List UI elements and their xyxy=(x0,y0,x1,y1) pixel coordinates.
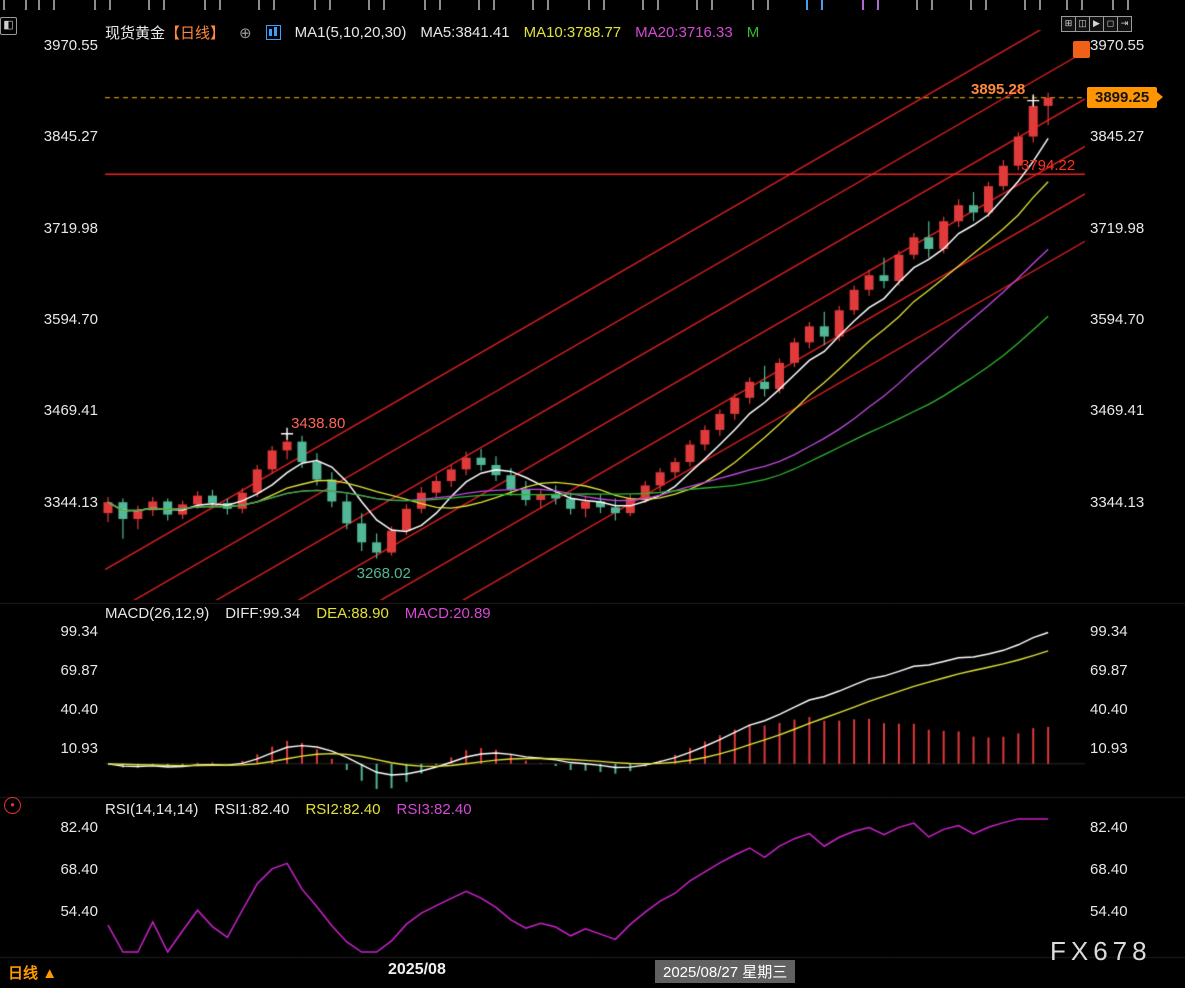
symbol-name: 现货黄金 xyxy=(105,25,166,42)
page-title: 现货黄金【日线】 xyxy=(105,22,225,43)
local-low-label: 3268.02 xyxy=(356,565,411,583)
ma20-value: MA20:3716.33 xyxy=(635,24,733,41)
axis-label: 3845.27 xyxy=(43,128,98,146)
timeframe-label: 日线 xyxy=(8,965,39,982)
grid-layout-icon[interactable]: ⊞ xyxy=(1061,16,1076,32)
axis-label: 69.87 xyxy=(60,662,98,680)
toolbar-icon[interactable] xyxy=(1112,0,1129,10)
macd-header: MACD(26,12,9) DIFF:99.34 DEA:88.90 MACD:… xyxy=(105,605,491,622)
dea-value: DEA:88.90 xyxy=(316,605,389,622)
toolbar-icon[interactable] xyxy=(314,0,331,10)
expand-icon[interactable]: ⊕ xyxy=(239,24,252,42)
axis-label: 68.40 xyxy=(1090,861,1128,879)
axis-label: 3344.13 xyxy=(43,493,98,511)
axis-label: 10.93 xyxy=(60,740,98,758)
toolbar-icon[interactable] xyxy=(696,0,713,10)
watermark: FX678 xyxy=(1050,936,1152,966)
target-icon[interactable]: ● xyxy=(4,797,21,814)
play-icon[interactable]: ▶ xyxy=(1089,16,1104,32)
toolbar-icon[interactable] xyxy=(478,0,495,10)
collapse-panel-icon[interactable]: ◧ xyxy=(0,17,17,35)
toolbar-icon[interactable] xyxy=(752,0,769,10)
ma5-value: MA5:3841.41 xyxy=(420,24,510,41)
axis-label: 82.40 xyxy=(60,819,98,837)
axis-label: 3469.41 xyxy=(43,402,98,420)
toolbar-icon[interactable] xyxy=(148,0,165,10)
axis-label: 3594.70 xyxy=(1090,310,1145,328)
toolbar-icon[interactable] xyxy=(806,0,823,10)
rsi3-value: RSI3:82.40 xyxy=(396,801,472,818)
split-pane-icon[interactable]: ◫ xyxy=(1075,16,1090,32)
ma-group-label: MA1(5,10,20,30) xyxy=(294,24,407,41)
axis-label: 3344.13 xyxy=(1090,493,1145,511)
axis-label: 54.40 xyxy=(60,902,98,920)
next-pane-icon[interactable]: ⇥ xyxy=(1117,16,1132,32)
axis-label: 3719.98 xyxy=(43,219,98,237)
toolbar-icon[interactable] xyxy=(862,0,879,10)
toolbar-icon[interactable] xyxy=(1024,0,1041,10)
axis-label: 3970.55 xyxy=(43,36,98,54)
rsi-header: RSI(14,14,14) RSI1:82.40 RSI2:82.40 RSI3… xyxy=(105,801,472,818)
diff-value: DIFF:99.34 xyxy=(225,605,301,622)
axis-label: 99.34 xyxy=(1090,623,1128,641)
macd-value: MACD:20.89 xyxy=(404,605,491,622)
month-axis-label: 2025/08 xyxy=(388,961,446,978)
last-price-tag: 3899.25 xyxy=(1087,86,1164,108)
chart-type-icon[interactable] xyxy=(265,25,281,40)
local-high-label: 3438.80 xyxy=(291,414,346,432)
ma30-value: M xyxy=(746,24,760,41)
axis-label: 10.93 xyxy=(1090,740,1128,758)
axis-label: 68.40 xyxy=(60,861,98,879)
axis-label: 99.34 xyxy=(60,623,98,641)
toolbar-icon[interactable] xyxy=(642,0,659,10)
axis-label: 69.87 xyxy=(1090,662,1128,680)
chevron-up-icon: ▲ xyxy=(42,965,58,982)
axis-label: 3719.98 xyxy=(1090,219,1145,237)
maximize-icon[interactable]: ◻ xyxy=(1103,16,1118,32)
axis-label: 40.40 xyxy=(1090,701,1128,719)
toolbar-icon[interactable] xyxy=(532,0,549,10)
toolbar-icon[interactable] xyxy=(368,0,385,10)
axis-label: 40.40 xyxy=(60,701,98,719)
toolbar-icon[interactable] xyxy=(94,0,111,10)
toolbar-icon[interactable] xyxy=(3,0,27,10)
toolbar-icon[interactable] xyxy=(970,0,987,10)
toolbar-icon[interactable] xyxy=(258,0,275,10)
rsi1-value: RSI1:82.40 xyxy=(214,801,290,818)
swing-high-label: 3895.28 xyxy=(970,80,1026,98)
top-toolbar[interactable] xyxy=(0,0,1185,10)
rsi-name: RSI(14,14,14) xyxy=(105,801,199,818)
resistance-price-label: 3794.22 xyxy=(1021,157,1076,175)
corner-badge-icon[interactable] xyxy=(1073,41,1090,58)
period-label: 【日线】 xyxy=(165,25,226,42)
highlighted-date-label: 2025/08/27 星期三 xyxy=(655,960,796,983)
layout-controls: ⊞ ◫ ▶ ◻ ⇥ xyxy=(1061,16,1132,32)
toolbar-icon[interactable] xyxy=(424,0,441,10)
ma10-value: MA10:3788.77 xyxy=(523,24,622,41)
search-icon[interactable] xyxy=(1066,0,1083,10)
axis-label: 3469.41 xyxy=(1090,402,1145,420)
toolbar-icon[interactable] xyxy=(588,0,605,10)
axis-label: 82.40 xyxy=(1090,819,1128,837)
axis-label: 3594.70 xyxy=(43,310,98,328)
axis-label: 3845.27 xyxy=(1090,128,1145,146)
axis-label: 3970.55 xyxy=(1090,36,1145,54)
axis-label: 54.40 xyxy=(1090,902,1128,920)
chart-legend: 现货黄金【日线】 ⊕ MA1(5,10,20,30) MA5:3841.41 M… xyxy=(105,22,759,43)
macd-name: MACD(26,12,9) xyxy=(105,605,210,622)
timeframe-selector[interactable]: 日线 ▲ xyxy=(8,962,57,983)
toolbar-icon[interactable] xyxy=(204,0,221,10)
toolbar-icon[interactable] xyxy=(916,0,933,10)
rsi2-value: RSI2:82.40 xyxy=(305,801,381,818)
toolbar-icon[interactable] xyxy=(38,0,55,10)
